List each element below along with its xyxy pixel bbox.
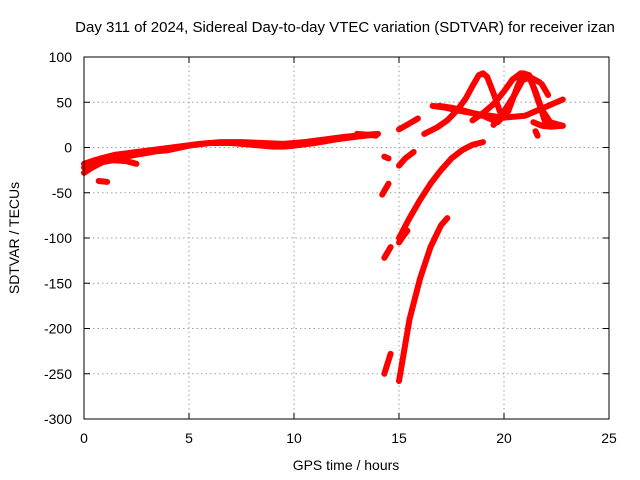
series-track-5 xyxy=(354,130,379,139)
series-track-4 xyxy=(95,178,111,185)
series-track-7 xyxy=(379,180,392,198)
series-track-10 xyxy=(396,149,417,169)
y-tick-label: 0 xyxy=(64,140,72,156)
x-tick-label: 10 xyxy=(286,430,302,446)
y-tick-label: -150 xyxy=(44,275,72,291)
series-track-14 xyxy=(396,227,411,246)
y-tick-label: 50 xyxy=(56,94,72,110)
y-tick-label: -200 xyxy=(44,321,72,337)
x-axis-label: GPS time / hours xyxy=(293,457,400,473)
x-tick-label: 0 xyxy=(80,430,88,446)
series-track-22 xyxy=(532,128,541,139)
y-axis-label: SDTVAR / TECUs xyxy=(6,182,22,294)
axis-ticks xyxy=(83,56,610,420)
x-tick-labels: 0 5 10 15 20 25 xyxy=(80,430,617,446)
series-track-12 xyxy=(396,139,486,241)
y-tick-label: 100 xyxy=(49,49,73,65)
series-track-9 xyxy=(381,350,394,377)
series-track-18 xyxy=(469,70,566,129)
x-tick-label: 5 xyxy=(185,430,193,446)
series-track-3 xyxy=(81,157,140,176)
x-tick-label: 15 xyxy=(391,430,407,446)
series-track-8 xyxy=(381,244,394,261)
data-series xyxy=(81,70,566,384)
series-track-11 xyxy=(396,115,421,133)
y-tick-label: -100 xyxy=(44,230,72,246)
y-tick-label: -250 xyxy=(44,366,72,382)
series-track-13 xyxy=(396,215,451,384)
x-tick-label: 25 xyxy=(601,430,617,446)
series-track-20 xyxy=(538,81,552,98)
series-track-21 xyxy=(530,119,566,130)
chart-title: Day 311 of 2024, Sidereal Day-to-day VTE… xyxy=(75,19,615,36)
y-tick-label: -50 xyxy=(52,185,72,201)
x-tick-label: 20 xyxy=(496,430,512,446)
grid xyxy=(84,57,609,419)
series-track-6 xyxy=(381,153,392,162)
y-tick-labels: -300 -250 -200 -150 -100 -50 0 50 100 xyxy=(44,49,72,427)
y-tick-label: -300 xyxy=(44,411,72,427)
series-track-19 xyxy=(490,74,543,128)
series-track-15 xyxy=(421,70,503,137)
series-track-2 xyxy=(81,131,377,167)
